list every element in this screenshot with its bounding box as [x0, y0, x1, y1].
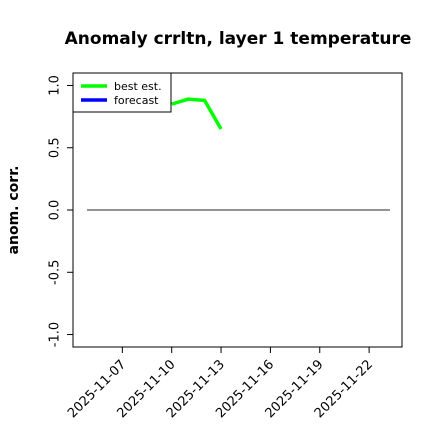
y-tick-label: 1.0 [48, 75, 63, 96]
y-tick-label: 0.5 [48, 137, 63, 158]
data-line [171, 97, 223, 130]
y-tick-label: -1.0 [48, 322, 63, 347]
legend-label: forecast [114, 94, 159, 107]
y-axis-label: anom. corr. [6, 166, 22, 255]
chart-title: Anomaly crrltn, layer 1 temperature [65, 29, 412, 49]
legend-box [72, 72, 172, 113]
y-tick-label: 0.0 [48, 200, 63, 221]
plot-frame [72, 72, 403, 348]
legend-label: best est. [114, 80, 162, 93]
y-tick-label: -0.5 [48, 260, 63, 285]
